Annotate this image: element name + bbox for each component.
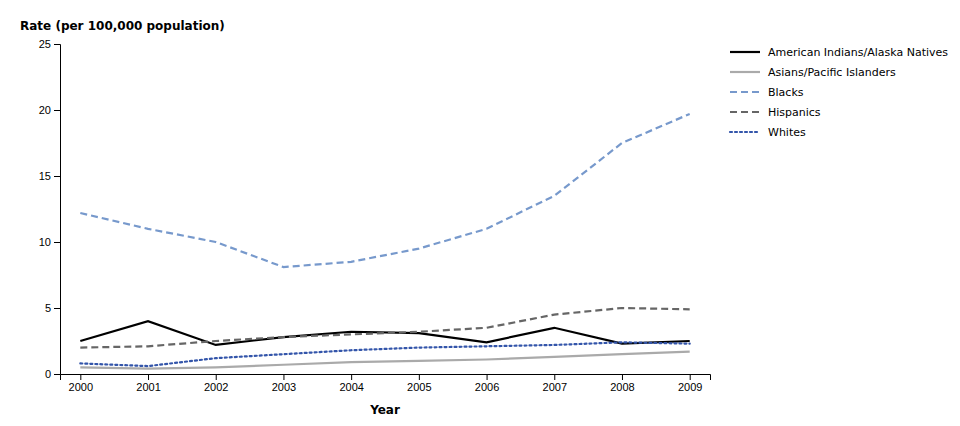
y-tick-mark: [54, 374, 60, 375]
legend-label: Blacks: [768, 86, 804, 99]
x-tick-mark: [351, 374, 352, 380]
legend-item: Hispanics: [730, 106, 821, 119]
x-tick-label: 2004: [339, 381, 363, 393]
lines: [80, 114, 689, 369]
x-tick-mark: [690, 374, 691, 380]
legend-swatch: [730, 111, 760, 113]
legend: American Indians/Alaska Natives Asians/Pa…: [730, 46, 948, 139]
series-line: [80, 114, 689, 267]
y-tick: 10: [39, 236, 60, 248]
x-tick: 2003: [272, 374, 296, 393]
x-tick-mark: [554, 374, 555, 380]
y-tick: 0: [45, 368, 60, 380]
x-tick-mark: [148, 374, 149, 380]
x-tick-mark: [216, 374, 217, 380]
x-axis-line: [61, 375, 711, 381]
plot: 2000200120022003200420052006200720082009…: [39, 38, 711, 393]
legend-swatch: [730, 91, 760, 93]
x-tick: 2000: [69, 374, 93, 393]
series-line: [80, 321, 689, 345]
x-tick: 2009: [678, 374, 702, 393]
x-axis: 2000 2001 2002 2003 2004 2005 2006 2007 2008 2009: [61, 374, 711, 393]
legend-label: Hispanics: [768, 106, 821, 119]
x-tick-label: 2005: [407, 381, 431, 393]
x-tick-label: 2002: [204, 381, 228, 393]
y-tick-mark: [54, 44, 60, 45]
y-tick-mark: [54, 110, 60, 111]
y-tick-mark: [54, 176, 60, 177]
y-tick-label: 20: [39, 104, 51, 116]
y-tick-label: 10: [39, 236, 51, 248]
legend-item: Whites: [730, 126, 806, 139]
legend-item: Asians/Pacific Islanders: [730, 66, 896, 79]
legend-label: Asians/Pacific Islanders: [768, 66, 896, 79]
x-tick-mark: [419, 374, 420, 380]
x-tick-mark: [487, 374, 488, 380]
y-tick: 5: [45, 302, 60, 314]
y-tick-label: 15: [39, 170, 51, 182]
x-tick-label: 2000: [69, 381, 93, 393]
legend-item: Blacks: [730, 86, 804, 99]
y-tick-mark: [54, 308, 60, 309]
y-tick-mark: [54, 242, 60, 243]
legend-swatch: [730, 71, 760, 73]
y-tick: 15: [39, 170, 60, 182]
x-tick: 2007: [543, 374, 567, 393]
legend-label: American Indians/Alaska Natives: [768, 46, 948, 59]
y-axis-line: [54, 45, 61, 375]
x-tick: 2002: [204, 374, 228, 393]
legend-swatch: [730, 131, 760, 133]
x-tick-label: 2001: [136, 381, 160, 393]
x-tick-mark: [80, 374, 81, 380]
x-tick-label: 2007: [543, 381, 567, 393]
series-line: [80, 352, 689, 369]
x-tick: 2006: [475, 374, 499, 393]
x-tick-label: 2009: [678, 381, 702, 393]
y-axis: 0 5 10 15 20 25: [39, 38, 61, 380]
x-tick: 2004: [339, 374, 363, 393]
x-tick-label: 2008: [610, 381, 634, 393]
y-tick-label: 0: [45, 368, 51, 380]
x-tick: 2008: [610, 374, 634, 393]
x-tick: 2005: [407, 374, 431, 393]
y-axis-title: Rate (per 100,000 population): [20, 19, 225, 33]
legend-swatch: [730, 51, 760, 53]
y-tick-label: 25: [39, 38, 51, 50]
x-axis-title: Year: [369, 403, 400, 417]
y-tick: 25: [39, 38, 60, 50]
series-line: [80, 342, 689, 366]
legend-label: Whites: [768, 126, 806, 139]
x-tick-mark: [283, 374, 284, 380]
legend-item: American Indians/Alaska Natives: [730, 46, 948, 59]
x-tick-mark: [622, 374, 623, 380]
x-tick: 2001: [136, 374, 160, 393]
x-tick-label: 2006: [475, 381, 499, 393]
y-tick-label: 5: [45, 302, 51, 314]
y-tick: 20: [39, 104, 60, 116]
x-tick-label: 2003: [272, 381, 296, 393]
series-line: [80, 308, 689, 348]
chart: 2000200120022003200420052006200720082009…: [0, 0, 960, 426]
